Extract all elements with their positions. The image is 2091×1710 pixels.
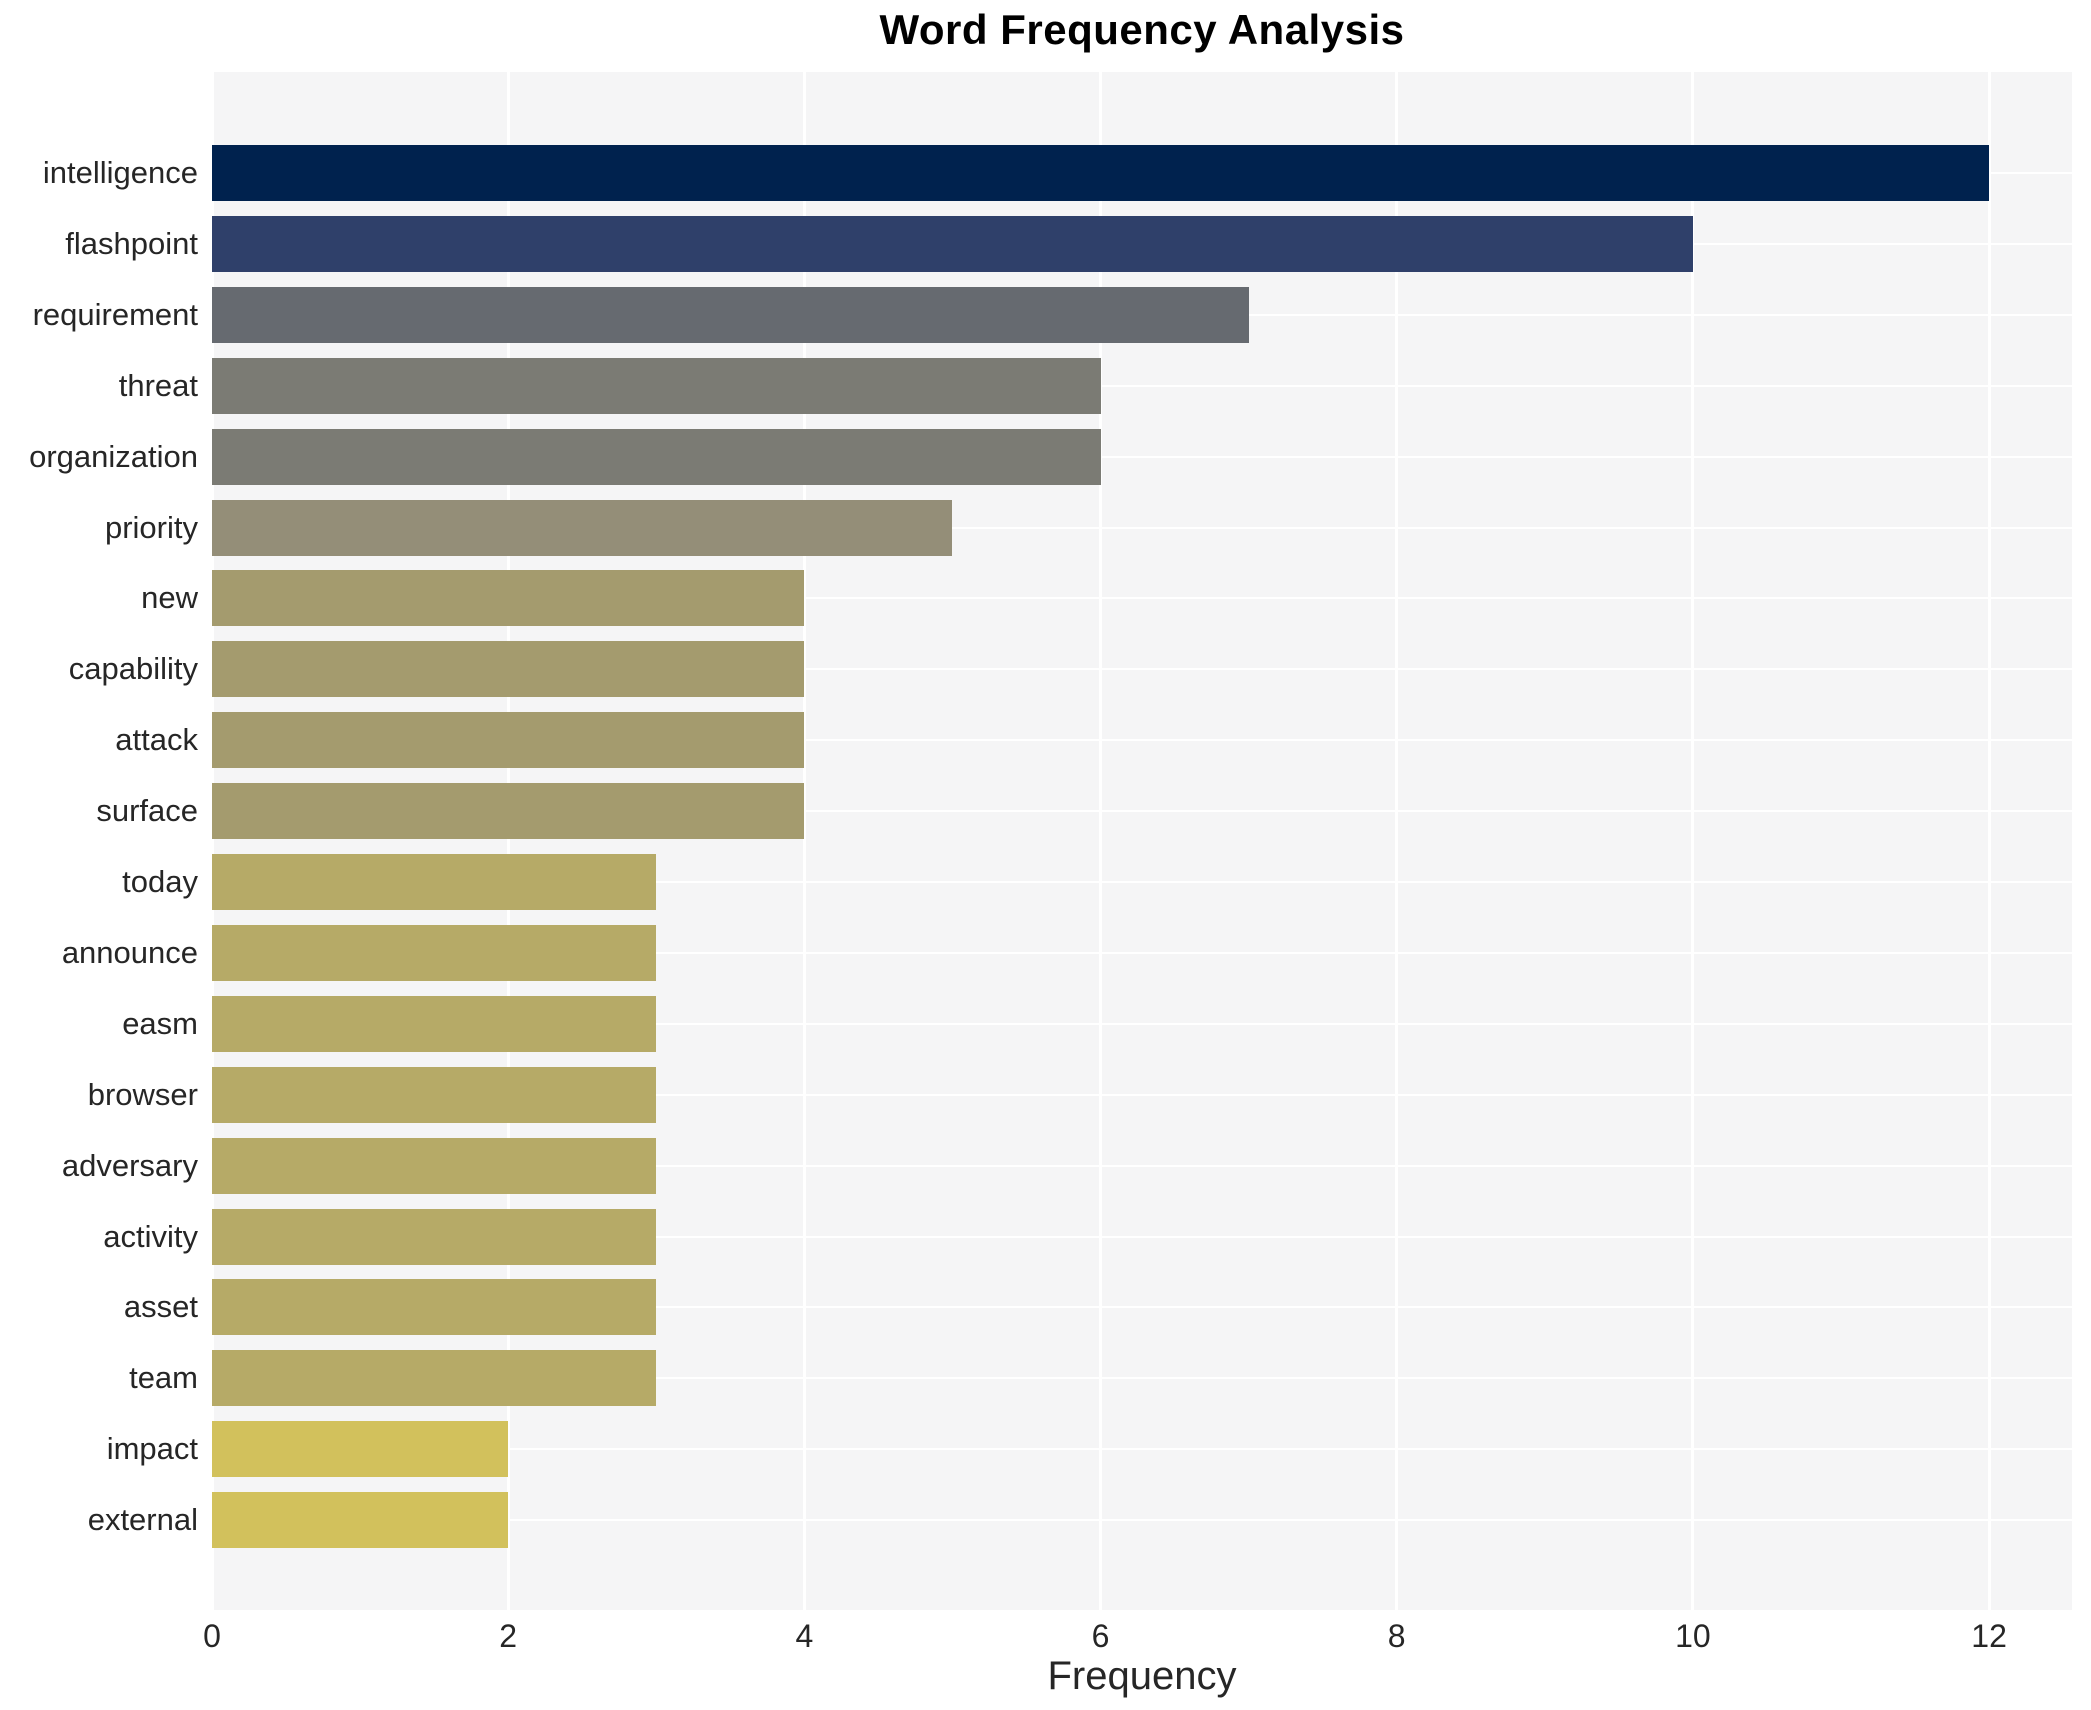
bar-impact <box>212 1421 509 1478</box>
bar-announce <box>212 924 657 981</box>
bar-adversary <box>212 1137 657 1194</box>
horizontal-gridline <box>212 1448 2072 1451</box>
y-tick-label-capability: capability <box>68 651 198 687</box>
bar-organization <box>212 428 1101 485</box>
y-tick-label-intelligence: intelligence <box>42 155 198 190</box>
plot-panel <box>210 72 2072 1610</box>
y-tick-label-attack: attack <box>115 722 198 758</box>
bar-capability <box>212 641 805 698</box>
y-tick-label-team: team <box>129 1360 198 1396</box>
y-tick-label-requirement: requirement <box>32 296 198 332</box>
bar-flashpoint <box>212 215 1693 272</box>
bar-attack <box>212 712 805 769</box>
y-tick-label-browser: browser <box>87 1076 198 1112</box>
x-tick-label-6: 6 <box>1091 1618 1110 1654</box>
vertical-gridline <box>506 72 510 1610</box>
bar-easm <box>212 995 657 1052</box>
y-tick-label-today: today <box>122 864 198 899</box>
y-tick-label-surface: surface <box>96 793 198 829</box>
vertical-gridline <box>210 72 214 1610</box>
vertical-gridline <box>1691 72 1695 1610</box>
bar-asset <box>212 1279 657 1336</box>
bar-external <box>212 1492 509 1549</box>
vertical-gridline <box>1395 72 1399 1610</box>
vertical-gridline <box>802 72 806 1610</box>
x-tick-label-12: 12 <box>1971 1618 2007 1654</box>
horizontal-gridline <box>212 668 2072 671</box>
horizontal-gridline <box>212 1093 2072 1096</box>
x-tick-label-0: 0 <box>203 1618 221 1654</box>
bar-threat <box>212 357 1101 414</box>
y-tick-label-flashpoint: flashpoint <box>65 225 198 261</box>
bar-activity <box>212 1208 657 1265</box>
y-tick-label-organization: organization <box>29 438 198 474</box>
horizontal-gridline <box>212 384 2072 387</box>
bar-intelligence <box>212 145 1990 201</box>
horizontal-gridline <box>212 881 2072 883</box>
y-tick-label-adversary: adversary <box>61 1147 198 1183</box>
x-tick-label-10: 10 <box>1675 1618 1711 1654</box>
horizontal-gridline <box>212 739 2072 742</box>
horizontal-gridline <box>212 455 2072 458</box>
horizontal-gridline <box>212 1306 2072 1309</box>
y-tick-label-easm: easm <box>122 1005 198 1041</box>
y-tick-label-external: external <box>87 1502 198 1538</box>
x-tick-label-8: 8 <box>1387 1618 1406 1654</box>
bar-today <box>212 854 657 910</box>
y-tick-label-impact: impact <box>106 1431 198 1467</box>
bar-team <box>212 1350 657 1407</box>
x-tick-label-2: 2 <box>499 1618 518 1654</box>
horizontal-gridline <box>212 1164 2072 1167</box>
y-tick-label-activity: activity <box>103 1218 198 1254</box>
horizontal-gridline <box>212 1377 2072 1380</box>
x-axis-title: Frequency <box>1047 1654 1237 1698</box>
bar-surface <box>212 783 805 840</box>
vertical-gridline <box>1987 72 1991 1610</box>
horizontal-gridline <box>212 1235 2072 1238</box>
y-tick-label-announce: announce <box>61 934 198 970</box>
y-tick-label-new: new <box>141 580 198 616</box>
horizontal-gridline <box>212 1519 2072 1522</box>
horizontal-gridline <box>212 1022 2072 1025</box>
bar-priority <box>212 499 953 556</box>
horizontal-gridline <box>212 526 2072 529</box>
x-tick-label-4: 4 <box>795 1618 814 1654</box>
vertical-gridline <box>1099 72 1103 1610</box>
y-tick-label-threat: threat <box>118 367 198 403</box>
chart-title: Word Frequency Analysis <box>879 6 1405 53</box>
y-tick-label-asset: asset <box>123 1289 198 1325</box>
y-tick-label-priority: priority <box>104 509 198 545</box>
bar-requirement <box>212 286 1249 343</box>
horizontal-gridline <box>212 951 2072 954</box>
horizontal-gridline <box>212 810 2072 813</box>
bar-new <box>212 570 805 627</box>
horizontal-gridline <box>212 597 2072 600</box>
bar-browser <box>212 1066 657 1123</box>
